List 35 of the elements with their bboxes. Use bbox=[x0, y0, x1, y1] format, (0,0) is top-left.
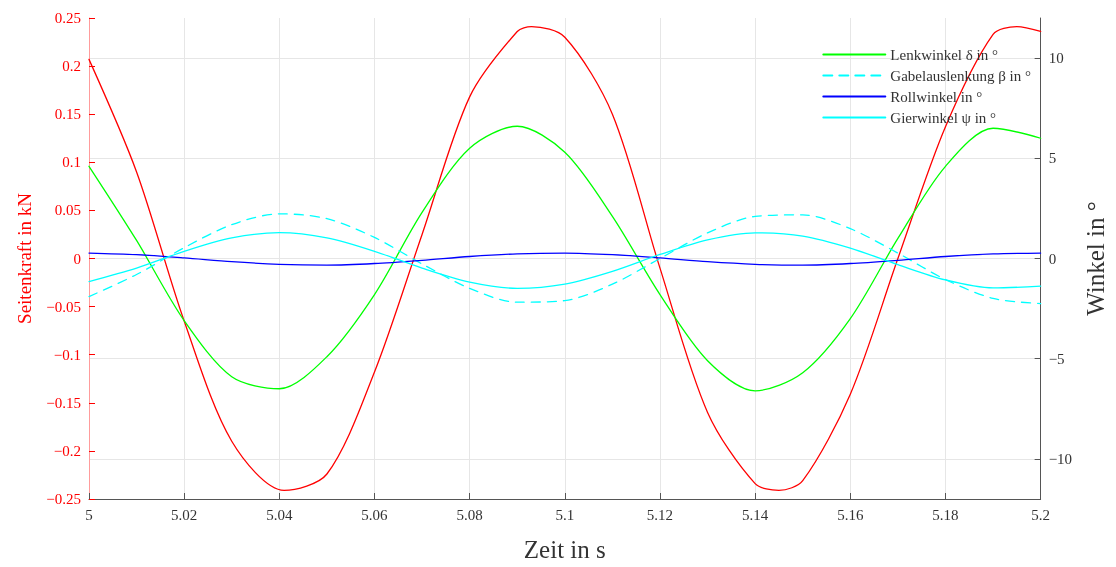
y2-tick-label: −5 bbox=[1048, 350, 1065, 367]
x-tick-label: 5.16 bbox=[837, 506, 864, 523]
line-series bbox=[88, 213, 1042, 305]
x-tick-label: 5.08 bbox=[456, 506, 483, 523]
x-tick-label: 5.06 bbox=[361, 506, 389, 523]
line-series bbox=[88, 26, 1042, 491]
y-tick-label: −0.15 bbox=[46, 394, 81, 411]
x-tick-label: 5.02 bbox=[171, 506, 198, 523]
x-tick-label: 5.14 bbox=[742, 506, 769, 523]
y-tick-label: −0.25 bbox=[46, 491, 81, 507]
y-tick-label: 0.2 bbox=[62, 58, 81, 75]
x-tick-label: 5 bbox=[85, 506, 93, 523]
y-tick-label: 0 bbox=[73, 250, 81, 267]
y-tick-label: −0.1 bbox=[53, 346, 81, 363]
y-tick-label: 0.05 bbox=[54, 202, 81, 219]
y-tick-label: 0.15 bbox=[54, 106, 81, 123]
y2-tick-label: 0 bbox=[1048, 250, 1057, 267]
legend-label: Rollwinkel in ° bbox=[890, 88, 983, 105]
line-series bbox=[88, 125, 1042, 392]
y-axis-title: Seitenkraft in kN bbox=[14, 192, 35, 324]
y2-axis-title: Winkel in ° bbox=[1082, 201, 1109, 316]
x-tick-label: 5.12 bbox=[646, 506, 674, 523]
y2-tick-label: 10 bbox=[1048, 50, 1064, 67]
y-tick-label: −0.2 bbox=[53, 442, 81, 459]
y-tick-label: 0.1 bbox=[62, 154, 81, 171]
y2-tick-label: −10 bbox=[1048, 450, 1073, 467]
y2-tick-label: 5 bbox=[1048, 150, 1057, 167]
y-tick-label: 0.25 bbox=[54, 10, 81, 26]
x-axis-title: Zeit in s bbox=[523, 536, 606, 563]
x-tick-label: 5.04 bbox=[266, 506, 293, 523]
x-tick-label: 5.18 bbox=[932, 506, 959, 523]
x-tick-label: 5.2 bbox=[1031, 506, 1051, 523]
x-tick-label: 5.1 bbox=[555, 506, 575, 523]
y-tick-label: −0.05 bbox=[46, 298, 81, 315]
line-series bbox=[88, 252, 1042, 266]
